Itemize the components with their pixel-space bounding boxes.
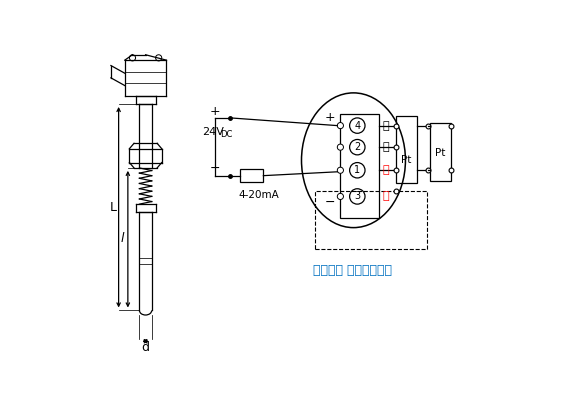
Circle shape xyxy=(337,193,344,200)
Text: Pt: Pt xyxy=(402,155,412,165)
Text: d: d xyxy=(141,341,149,354)
Bar xyxy=(240,169,264,182)
Text: −: − xyxy=(210,162,220,175)
Bar xyxy=(340,114,379,218)
Text: 白: 白 xyxy=(383,121,389,130)
Text: 3: 3 xyxy=(354,192,360,201)
Circle shape xyxy=(337,123,344,129)
Text: 4: 4 xyxy=(354,121,360,130)
Bar xyxy=(396,115,417,183)
Circle shape xyxy=(337,144,344,150)
Circle shape xyxy=(337,167,344,173)
Text: +: + xyxy=(325,111,336,124)
Text: Pt: Pt xyxy=(435,147,446,158)
Text: 1: 1 xyxy=(354,165,360,175)
Text: 白: 白 xyxy=(383,142,389,152)
Bar xyxy=(430,123,451,181)
Text: 红: 红 xyxy=(383,165,389,175)
Text: 热电阻： 三线或四线制: 热电阻： 三线或四线制 xyxy=(314,264,392,277)
Text: 24V: 24V xyxy=(202,127,224,137)
Text: L: L xyxy=(110,201,117,214)
Text: −: − xyxy=(325,196,336,209)
Text: +: + xyxy=(210,105,220,118)
Text: DC: DC xyxy=(220,130,233,139)
Text: l: l xyxy=(121,232,124,245)
Bar xyxy=(315,191,427,249)
Text: 4-20mA: 4-20mA xyxy=(238,190,279,200)
Text: 红: 红 xyxy=(383,192,389,201)
Text: 2: 2 xyxy=(354,142,361,152)
